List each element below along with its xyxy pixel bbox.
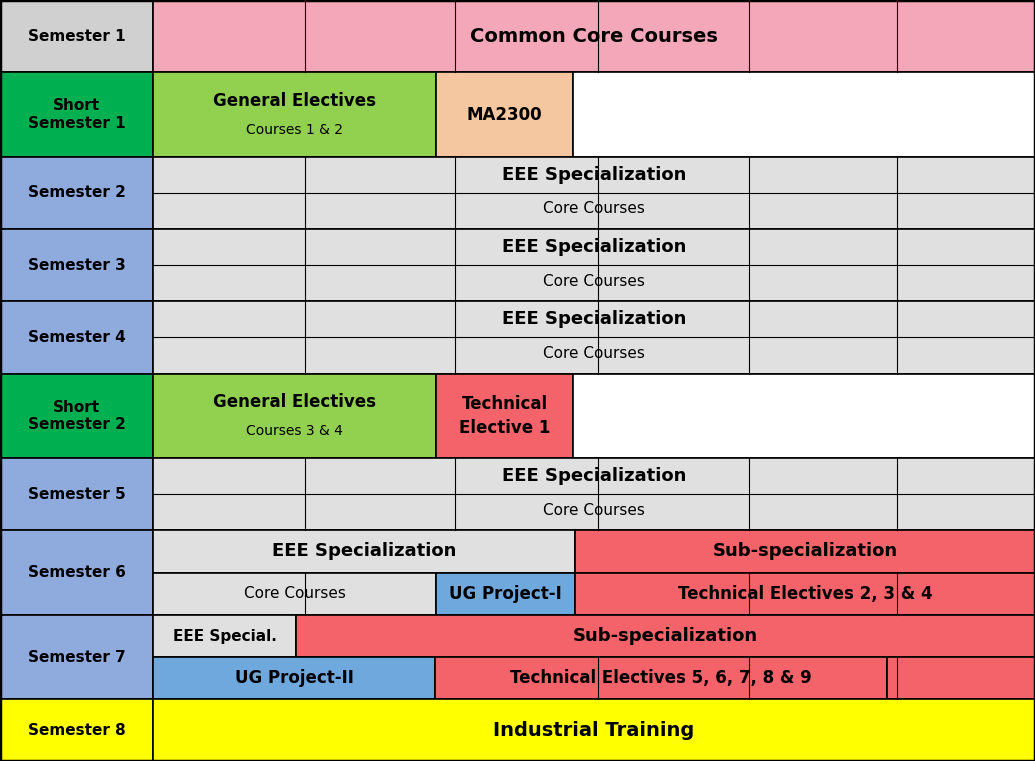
Bar (0, 458, 153, 530)
Text: Core Courses: Core Courses (543, 273, 645, 288)
Text: Common Core Courses: Common Core Courses (470, 27, 718, 46)
Bar (153, 374, 436, 458)
Bar (436, 72, 573, 157)
Bar (153, 301, 1035, 374)
Bar (573, 374, 1035, 458)
Bar (153, 0, 1035, 72)
Bar (573, 72, 1035, 157)
Text: Sub-specialization: Sub-specialization (573, 627, 758, 645)
Text: Core Courses: Core Courses (543, 345, 645, 361)
Text: Semester 2: Semester 2 (28, 186, 125, 200)
Text: Sub-specialization: Sub-specialization (713, 543, 897, 560)
Text: EEE Specialization: EEE Specialization (502, 310, 686, 328)
Text: Core Courses: Core Courses (243, 586, 346, 601)
Text: EEE Specialization: EEE Specialization (502, 166, 686, 184)
Bar (887, 658, 1035, 699)
Text: Semester 8: Semester 8 (28, 723, 125, 737)
Bar (153, 530, 575, 572)
Bar (153, 615, 296, 658)
Text: Technical: Technical (462, 395, 548, 413)
Bar (153, 658, 435, 699)
Bar (0, 301, 153, 374)
Text: Semester 7: Semester 7 (28, 650, 125, 664)
Text: Semester 3: Semester 3 (28, 258, 125, 272)
Text: EEE Specialization: EEE Specialization (272, 543, 456, 560)
Bar (575, 572, 1035, 615)
Text: Technical Electives 5, 6, 7, 8 & 9: Technical Electives 5, 6, 7, 8 & 9 (510, 669, 811, 687)
Bar (296, 615, 1035, 658)
Text: MA2300: MA2300 (467, 106, 542, 123)
Bar (0, 72, 153, 157)
Text: Technical Electives 2, 3 & 4: Technical Electives 2, 3 & 4 (678, 584, 933, 603)
Text: Semester 4: Semester 4 (28, 330, 125, 345)
Text: Core Courses: Core Courses (543, 502, 645, 517)
Text: Semester 5: Semester 5 (28, 487, 125, 501)
Bar (0, 0, 153, 72)
Text: UG Project-I: UG Project-I (449, 584, 562, 603)
Bar (153, 229, 1035, 301)
Bar (0, 157, 153, 229)
Bar (436, 572, 575, 615)
Text: EEE Special.: EEE Special. (173, 629, 276, 644)
Text: Short
Semester 2: Short Semester 2 (28, 400, 125, 432)
Text: Semester 1: Semester 1 (28, 29, 125, 43)
Text: Industrial Training: Industrial Training (494, 721, 694, 740)
Text: Courses 3 & 4: Courses 3 & 4 (246, 424, 343, 438)
Text: Courses 1 & 2: Courses 1 & 2 (246, 123, 343, 137)
Bar (575, 530, 1035, 572)
Bar (435, 658, 887, 699)
Bar (153, 572, 436, 615)
Bar (0, 699, 153, 761)
Text: Core Courses: Core Courses (543, 202, 645, 216)
Text: General Electives: General Electives (213, 393, 376, 411)
Bar (0, 530, 153, 615)
Text: General Electives: General Electives (213, 92, 376, 110)
Text: Short
Semester 1: Short Semester 1 (28, 98, 125, 131)
Bar (153, 458, 1035, 530)
Bar (0, 615, 153, 699)
Bar (153, 157, 1035, 229)
Text: EEE Specialization: EEE Specialization (502, 238, 686, 256)
Text: UG Project-II: UG Project-II (235, 669, 353, 687)
Bar (153, 72, 436, 157)
Bar (0, 229, 153, 301)
Text: Semester 6: Semester 6 (28, 565, 125, 580)
Bar (153, 699, 1035, 761)
Bar (436, 374, 573, 458)
Text: EEE Specialization: EEE Specialization (502, 467, 686, 486)
Bar (0, 374, 153, 458)
Text: Elective 1: Elective 1 (459, 419, 551, 437)
